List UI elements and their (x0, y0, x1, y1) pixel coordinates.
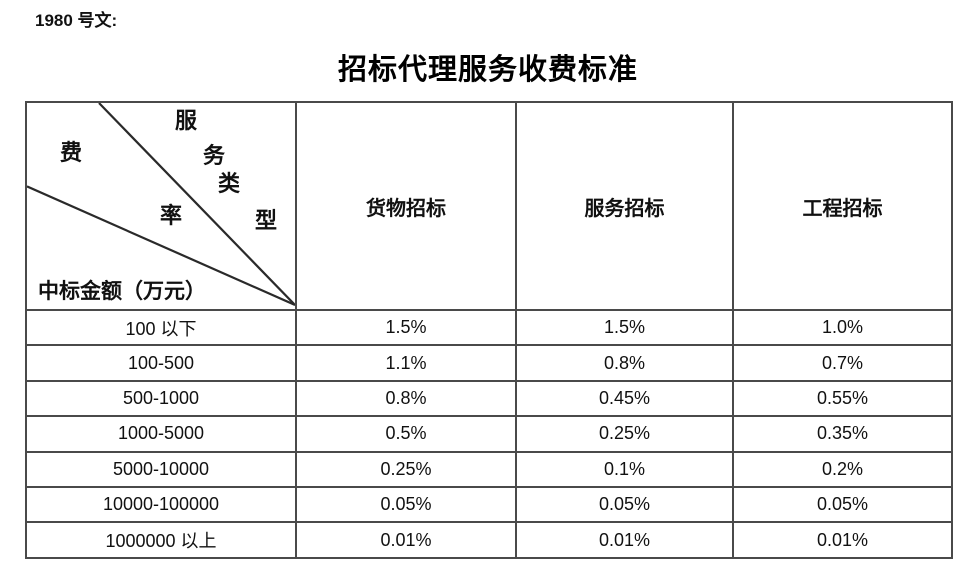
amount-range-cell: 100 以下 (25, 308, 297, 347)
amount-range-cell: 10000-100000 (25, 485, 297, 524)
works-rate-cell: 1.0% (732, 308, 953, 347)
table-row: 500-1000 0.8% 0.45% 0.55% (25, 379, 953, 418)
corner-rate-char-2: 率 (159, 203, 182, 228)
works-rate-cell: 0.55% (732, 379, 953, 418)
diagonal-lines (27, 103, 295, 306)
table-row: 1000-5000 0.5% 0.25% 0.35% (25, 415, 953, 453)
works-rate-cell: 0.05% (732, 485, 953, 524)
column-header-works: 工程招标 (732, 101, 953, 311)
works-rate-cell: 0.2% (732, 450, 953, 488)
table-row: 1000000 以上 0.01% 0.01% 0.01% (25, 521, 953, 559)
services-rate-cell: 0.1% (515, 450, 734, 488)
goods-rate-cell: 0.25% (295, 450, 517, 488)
works-rate-cell: 0.7% (732, 344, 953, 382)
goods-rate-cell: 0.5% (295, 415, 517, 453)
corner-coltype-char-4: 型 (254, 208, 277, 233)
services-rate-cell: 0.05% (515, 485, 734, 524)
services-rate-cell: 0.8% (515, 344, 734, 382)
table-row: 100 以下 1.5% 1.5% 1.0% (25, 308, 953, 347)
column-header-goods: 货物招标 (295, 101, 517, 311)
amount-range-cell: 1000-5000 (25, 415, 297, 453)
fee-table: 费 率 服 务 类 型 中标金额（万元） 货物招标 服务招标 工程招标 100 … (25, 101, 953, 559)
amount-range-cell: 100-500 (25, 344, 297, 382)
page-title: 招标代理服务收费标准 (337, 54, 638, 86)
services-rate-cell: 0.25% (515, 415, 734, 453)
works-rate-cell: 0.35% (732, 415, 953, 453)
column-header-services: 服务招标 (515, 101, 734, 311)
corner-coltype-char-3: 类 (217, 171, 240, 196)
amount-range-cell: 500-1000 (25, 379, 297, 418)
services-rate-cell: 0.01% (515, 521, 734, 559)
goods-rate-cell: 0.01% (295, 521, 517, 559)
table-header-row: 费 率 服 务 类 型 中标金额（万元） 货物招标 服务招标 工程招标 (25, 101, 953, 311)
amount-range-cell: 5000-10000 (25, 450, 297, 488)
goods-rate-cell: 1.5% (295, 308, 517, 347)
goods-rate-cell: 1.1% (295, 344, 517, 382)
corner-coltype-char-1: 服 (174, 108, 197, 133)
goods-rate-cell: 0.05% (295, 485, 517, 524)
table-row: 5000-10000 0.25% 0.1% 0.2% (25, 450, 953, 488)
services-rate-cell: 0.45% (515, 379, 734, 418)
goods-rate-cell: 0.8% (295, 379, 517, 418)
diagonal-corner-cell: 费 率 服 务 类 型 中标金额（万元） (25, 101, 297, 311)
row-axis-label: 中标金额（万元） (38, 279, 206, 303)
table-row: 100-500 1.1% 0.8% 0.7% (25, 344, 953, 382)
amount-range-cell: 1000000 以上 (25, 521, 297, 559)
corner-rate-char-1: 费 (59, 140, 82, 165)
services-rate-cell: 1.5% (515, 308, 734, 347)
doc-number: 1980 号文: (35, 11, 118, 30)
table-row: 10000-100000 0.05% 0.05% 0.05% (25, 485, 953, 524)
corner-coltype-char-2: 务 (202, 143, 225, 168)
works-rate-cell: 0.01% (732, 521, 953, 559)
